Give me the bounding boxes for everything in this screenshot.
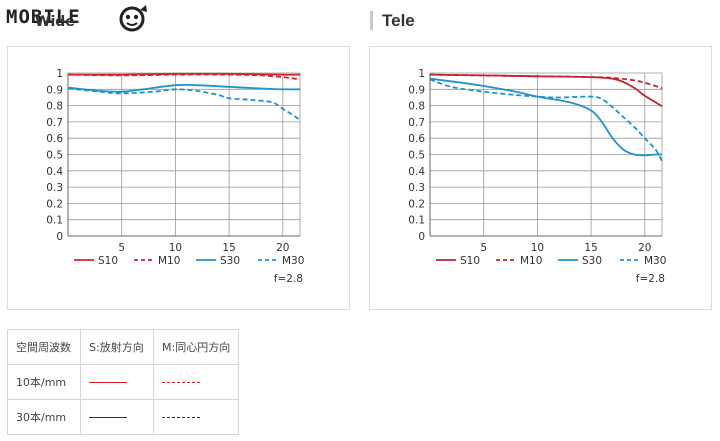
wide-section-title: Wide	[35, 14, 75, 30]
sample-m10	[152, 364, 240, 400]
wide-ytick-label: 0.9	[46, 84, 63, 96]
sample-m30	[152, 399, 240, 435]
tele-ytick-label: 0.1	[408, 215, 425, 227]
wide-ytick-label: 0.2	[46, 198, 63, 210]
tele-legend-label-m10: M10	[520, 255, 542, 267]
tele-ytick-label: 0.4	[408, 166, 425, 178]
wide-xtick-label: 15	[222, 242, 235, 254]
wide-ytick-label: 0.6	[46, 133, 63, 145]
wide-series-m30	[67, 87, 301, 122]
tele-xtick-label: 15	[584, 242, 597, 254]
tele-fnumber-label: f=2.8	[636, 273, 665, 285]
tele-series-s10	[429, 73, 663, 108]
tele-ytick-label: 0	[418, 231, 425, 243]
legend-header-row: 空間周波数 S:放射方向 M:同心円方向	[7, 329, 240, 365]
tele-ytick-label: 0.2	[408, 198, 425, 210]
tele-series-m30	[429, 78, 663, 162]
tele-legend-label-s30: S30	[582, 255, 602, 267]
wide-ytick-label: 0	[56, 231, 63, 243]
tele-section-marker	[370, 11, 373, 30]
tele-xtick-label: 10	[531, 242, 544, 254]
mtf-legend-table: 空間周波数 S:放射方向 M:同心円方向 10本/mm 30本/mm	[7, 329, 240, 435]
wide-ytick-label: 1	[56, 68, 63, 80]
tele-ytick-label: 0.3	[408, 182, 425, 194]
tele-chart-panel: 0 0.1 0.2 0.3 0.4 0.5 0.6 0.7 0.8 0.9 1 5 10 15 20 S10 M…	[369, 46, 712, 310]
wide-ytick-label: 0.7	[46, 117, 63, 129]
tele-series-m10	[429, 73, 663, 90]
header-sagittal: S:放射方向	[80, 329, 154, 365]
row-label-30: 30本/mm	[7, 399, 81, 435]
sample-s30	[80, 399, 154, 435]
tele-ytick-label: 1	[418, 68, 425, 80]
sample-s10	[80, 364, 154, 400]
tele-series-s30	[429, 77, 663, 157]
wide-legend-label-s30: S30	[220, 255, 240, 267]
wide-xtick-label: 10	[169, 242, 182, 254]
tele-ytick-label: 0.6	[408, 133, 425, 145]
tele-xtick-label: 20	[638, 242, 651, 254]
wide-series-m10	[67, 73, 301, 81]
tele-ytick-label: 0.9	[408, 84, 425, 96]
wide-ytick-label: 0.4	[46, 166, 63, 178]
wide-xtick-label: 5	[118, 242, 125, 254]
tele-section-title: Tele	[382, 11, 415, 30]
header-meridional: M:同心円方向	[152, 329, 240, 365]
wide-fnumber-label: f=2.8	[274, 273, 303, 285]
wide-ytick-label: 0.5	[46, 150, 63, 162]
logo-wordmark: MOBILE	[6, 6, 81, 28]
tele-ytick-label: 0.8	[408, 101, 425, 113]
wide-series-s30	[67, 83, 301, 93]
header-spatial-frequency: 空間周波数	[7, 329, 81, 365]
tele-ytick-label: 0.5	[408, 150, 425, 162]
legend-row-30: 30本/mm	[7, 399, 240, 435]
tele-xtick-label: 5	[480, 242, 487, 254]
wide-ytick-label: 0.3	[46, 182, 63, 194]
wide-legend-label-m10: M10	[158, 255, 180, 267]
legend-row-10: 10本/mm	[7, 364, 240, 400]
wide-legend-label-s10: S10	[98, 255, 118, 267]
logo-mascot-icon	[119, 5, 147, 32]
wide-xtick-label: 20	[276, 242, 289, 254]
site-logo[interactable]: MOBILE	[6, 4, 156, 32]
wide-chart-panel: 0 0.1 0.2 0.3 0.4 0.5 0.6 0.7 0.8 0.9 1 5 10 15 20 S10 M…	[7, 46, 350, 310]
row-label-10: 10本/mm	[7, 364, 81, 400]
wide-ytick-label: 0.8	[46, 101, 63, 113]
tele-legend-label-m30: M30	[644, 255, 666, 267]
wide-ytick-label: 0.1	[46, 215, 63, 227]
tele-ytick-label: 0.7	[408, 117, 425, 129]
tele-legend-label-s10: S10	[460, 255, 480, 267]
wide-legend-label-m30: M30	[282, 255, 304, 267]
